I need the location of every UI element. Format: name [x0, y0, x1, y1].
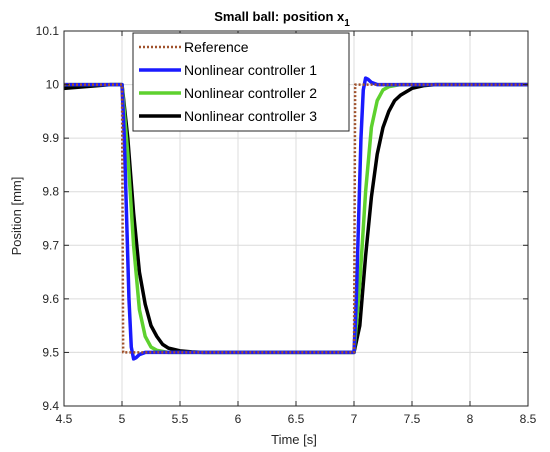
y-tick-label-6: 10	[46, 78, 60, 92]
x-axis-label: Time [s]	[271, 432, 317, 447]
chart-title-text: Small ball: position x	[214, 9, 345, 24]
y-tick-label-1: 9.5	[42, 345, 59, 359]
x-tick-label-5: 7	[351, 412, 358, 426]
x-tick-label-3: 6	[235, 412, 242, 426]
y-tick-label-7: 10.1	[36, 24, 60, 38]
x-tick-label-1: 5	[119, 412, 126, 426]
series-line-0	[64, 83, 528, 354]
y-tick-label-2: 9.6	[42, 292, 59, 306]
x-tick-label-7: 8	[467, 412, 474, 426]
chart-title: Small ball: position x1	[214, 9, 350, 29]
x-tick-label-8: 8.5	[520, 412, 537, 426]
chart-title-subscript: 1	[344, 18, 350, 29]
legend: Reference Nonlinear controller 1 Nonlinear…	[132, 32, 350, 132]
y-tick-label-4: 9.8	[42, 185, 59, 199]
y-axis-label: Position [mm]	[9, 177, 24, 256]
y-tick-label-3: 9.7	[42, 238, 59, 252]
axis-ticks: 4.5 5 5.5 6 6.5 7 7.5 8 8.5 9.4 9.5 9.6 9.7 9.8 9.9 10 1…	[36, 24, 537, 426]
legend-label-1: Nonlinear controller 1	[184, 62, 317, 78]
y-tick-label-5: 9.9	[42, 131, 59, 145]
legend-label-3: Nonlinear controller 3	[184, 108, 317, 124]
legend-box	[132, 32, 350, 132]
series-layer	[63, 76, 528, 361]
x-tick-label-2: 5.5	[172, 412, 189, 426]
legend-label-2: Nonlinear controller 2	[184, 85, 317, 101]
x-tick-label-4: 6.5	[288, 412, 305, 426]
x-tick-label-6: 7.5	[404, 412, 421, 426]
x-tick-label-0: 4.5	[56, 412, 73, 426]
legend-label-0: Reference	[184, 39, 249, 55]
y-tick-label-0: 9.4	[42, 399, 59, 413]
